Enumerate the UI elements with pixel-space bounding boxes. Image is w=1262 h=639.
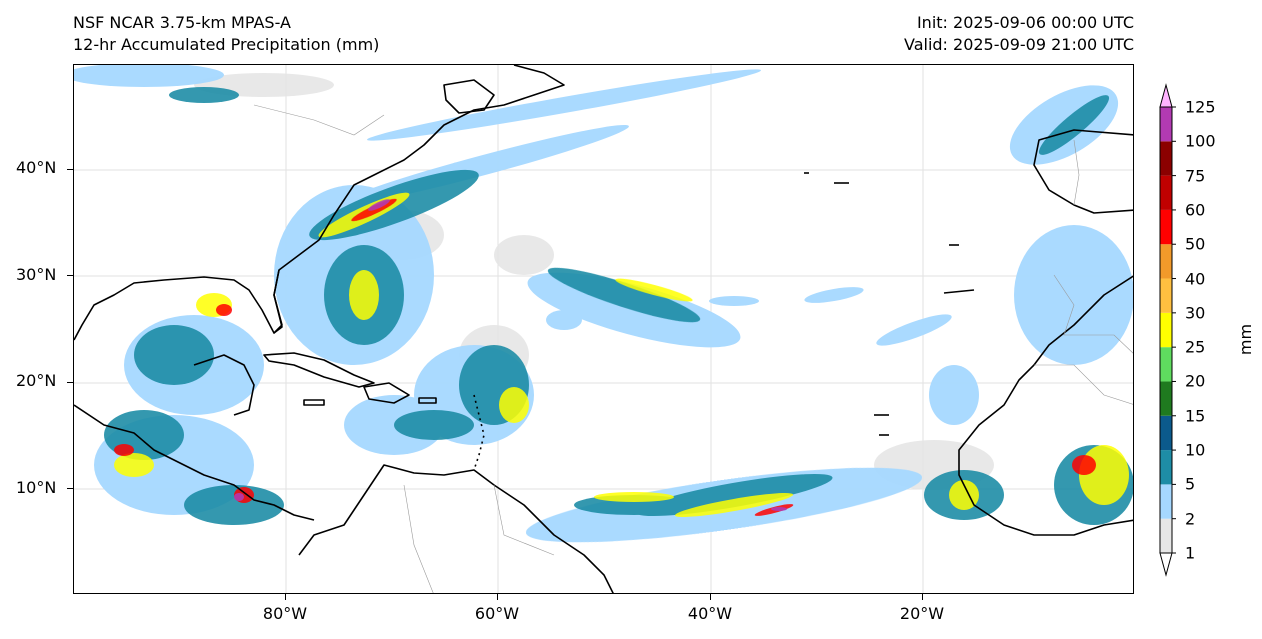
colorbar-label: 15 [1185, 406, 1206, 426]
colorbar-label: 2 [1185, 509, 1196, 529]
lat-label-40: 40°N [16, 158, 57, 177]
lon-tick [285, 594, 286, 600]
lon-tick [497, 594, 498, 600]
colorbar-segment [1160, 484, 1172, 519]
colorbar-unit: mm [1236, 323, 1256, 356]
lon-label-80: 80°W [262, 604, 308, 623]
init-time: Init: 2025-09-06 00:00 UTC [916, 13, 1134, 32]
colorbar-segment [1160, 347, 1172, 382]
lon-tick [922, 594, 923, 600]
colorbar-segment [1160, 244, 1172, 279]
colorbar-segment [1160, 141, 1172, 176]
colorbar-label: 30 [1185, 303, 1206, 323]
map-canvas [74, 65, 1133, 593]
colorbar-label: 60 [1185, 200, 1206, 220]
lat-tick [67, 382, 73, 383]
lat-tick [67, 488, 73, 489]
colorbar-segment [1160, 278, 1172, 313]
colorbar-label: 100 [1185, 131, 1216, 151]
colorbar-label: 10 [1185, 440, 1206, 460]
lon-label-40: 40°W [687, 604, 733, 623]
lat-label-20: 20°N [16, 371, 57, 390]
borders [253, 104, 1133, 593]
lon-tick [710, 594, 711, 600]
colorbar-label: 1 [1185, 543, 1196, 563]
precip-field [74, 65, 1133, 543]
colorbar-segment [1160, 175, 1172, 210]
time-block: Init: 2025-09-06 00:00 UTC Valid: 2025-0… [904, 12, 1134, 56]
lat-label-10: 10°N [16, 478, 57, 497]
lat-tick [67, 169, 73, 170]
colorbar-segment [1160, 518, 1172, 553]
colorbar-segment [1160, 209, 1172, 245]
title-block: NSF NCAR 3.75-km MPAS-A 12-hr Accumulate… [73, 12, 379, 56]
colorbar-extend-min [1159, 552, 1173, 577]
coastlines [74, 65, 1133, 593]
field-title: 12-hr Accumulated Precipitation (mm) [73, 35, 380, 54]
colorbar-label: 125 [1185, 97, 1216, 117]
colorbar-label: 5 [1185, 474, 1196, 494]
lon-label-60: 60°W [474, 604, 520, 623]
colorbar-label: 25 [1185, 337, 1206, 357]
model-title: NSF NCAR 3.75-km MPAS-A [73, 13, 291, 32]
colorbar-segment [1160, 450, 1172, 485]
colorbar-label: 20 [1185, 371, 1206, 391]
colorbar-label: 75 [1185, 166, 1206, 186]
colorbar-label: 40 [1185, 269, 1206, 289]
colorbar-segment [1160, 381, 1172, 416]
colorbar-extend-max [1159, 83, 1173, 108]
colorbar-segment [1160, 107, 1172, 142]
lon-label-20: 20°W [899, 604, 945, 623]
precipitation-map [73, 64, 1134, 594]
lat-tick [67, 275, 73, 276]
colorbar [1159, 83, 1176, 577]
colorbar-label: 50 [1185, 234, 1206, 254]
colorbar-segment [1160, 312, 1172, 348]
colorbar-frame [1159, 106, 1173, 554]
colorbar-segment [1160, 415, 1172, 451]
valid-time: Valid: 2025-09-09 21:00 UTC [903, 35, 1134, 54]
lat-label-30: 30°N [16, 265, 57, 284]
